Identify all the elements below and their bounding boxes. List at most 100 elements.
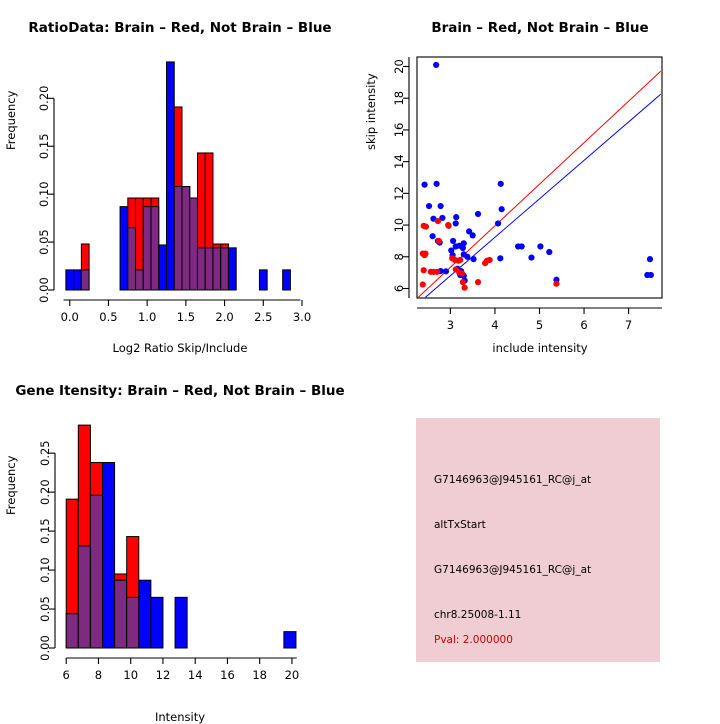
scatter-point xyxy=(448,247,455,254)
histogram-bar xyxy=(283,631,297,649)
ratio-histogram-x-tick-label: 1.5 xyxy=(177,310,195,324)
scatter-point xyxy=(482,260,489,267)
ratio-histogram-bars xyxy=(65,61,291,291)
not-brain-fit-line xyxy=(425,93,661,298)
ratio-histogram-axes: 0.0 0.5 1.0 1.5 2.0 2.5 3.0 0.00 0.05 0.10 0.15 0.2… xyxy=(37,86,311,324)
histogram-bar-overlap xyxy=(196,247,206,291)
gene-histogram-title: Gene Itensity: Brain – Red, Not Brain – … xyxy=(15,383,345,399)
histogram-bar-overlap xyxy=(150,206,160,291)
gene-histogram-y-tick-label: 0.25 xyxy=(38,440,52,466)
gene-histogram-axes: 6 8 10 12 14 16 18 20 0.00 0.05 0.10 0.15 0.20 0.25 xyxy=(38,440,299,682)
scatter-point xyxy=(429,233,436,240)
scatter-y-tick-label: 18 xyxy=(392,91,406,106)
histogram-bar-overlap xyxy=(127,227,137,291)
histogram-bar xyxy=(158,244,168,291)
histogram-bar-overlap xyxy=(189,197,198,291)
scatter-y-tick-label: 14 xyxy=(392,154,406,169)
gene-histogram-svg: 6 8 10 12 14 16 18 20 0.00 0.05 0.10 0.15 0.20 0.25 xyxy=(38,424,299,682)
scatter-point xyxy=(498,206,505,213)
scatter-point xyxy=(646,256,654,263)
info-panel-background xyxy=(416,418,660,662)
scatter-point xyxy=(647,271,654,279)
scatter-point xyxy=(457,256,464,264)
panel-gene-histogram: Gene Itensity: Brain – Red, Not Brain – … xyxy=(0,360,360,724)
histogram-bar xyxy=(166,61,175,291)
scatter-point xyxy=(434,218,442,225)
gene-histogram-x-tick-label: 16 xyxy=(220,668,235,682)
gene-histogram-x-tick-label: 8 xyxy=(95,668,102,682)
info-probe-id-primary: G7146963@J945161_RC@j_at xyxy=(434,474,592,486)
scatter-point xyxy=(452,266,459,273)
panel-ratio-histogram: RatioData: Brain – Red, Not Brain – Blue… xyxy=(0,0,360,360)
histogram-bar-overlap xyxy=(89,494,104,649)
histogram-bar xyxy=(174,596,188,649)
scatter-x-tick-label: 6 xyxy=(580,318,587,332)
scatter-plot-box xyxy=(416,56,663,299)
gene-histogram-y-tick-label: 0.00 xyxy=(38,635,52,661)
ratio-histogram-x-tick-label: 2.5 xyxy=(254,310,272,324)
scatter-regression-lines xyxy=(417,70,662,298)
histogram-bar-overlap xyxy=(204,247,214,291)
scatter-y-tick-label: 20 xyxy=(392,59,406,74)
scatter-point xyxy=(546,248,553,256)
scatter-point xyxy=(435,237,442,245)
gene-histogram-x-tick-label: 12 xyxy=(156,668,171,682)
scatter-point xyxy=(458,270,466,277)
scatter-point xyxy=(461,284,468,291)
histogram-bar-overlap xyxy=(77,545,91,649)
histogram-bar-overlap xyxy=(114,579,128,649)
histogram-bar xyxy=(258,269,268,291)
scatter-point xyxy=(452,220,459,227)
scatter-point xyxy=(474,210,482,218)
ratio-histogram-x-tick-label: 2.0 xyxy=(215,310,233,324)
histogram-bar xyxy=(73,269,82,291)
scatter-point xyxy=(419,281,426,288)
ratio-histogram-title: RatioData: Brain – Red, Not Brain – Blue xyxy=(28,20,332,36)
histogram-bar-overlap xyxy=(80,269,90,291)
scatter-point xyxy=(497,255,504,262)
scatter-point xyxy=(459,244,466,252)
histogram-bar xyxy=(65,269,75,291)
scatter-title: Brain – Red, Not Brain – Blue xyxy=(431,20,649,36)
scatter-point xyxy=(445,222,452,229)
scatter-point xyxy=(553,280,560,287)
gene-histogram-y-tick-label: 0.05 xyxy=(38,596,52,622)
scatter-point xyxy=(497,180,504,187)
scatter-point xyxy=(425,202,433,210)
scatter-point xyxy=(486,256,493,264)
scatter-y-tick-label: 10 xyxy=(392,218,406,233)
panel-scatter: Brain – Red, Not Brain – Blue 3 4 5 6 7 6 8 10 1… xyxy=(360,0,720,360)
scatter-x-tick-label: 7 xyxy=(625,318,632,332)
ratio-histogram-svg: 0.0 0.5 1.0 1.5 2.0 2.5 3.0 0.00 0.05 0.10 0.15 0.2… xyxy=(37,61,311,324)
scatter-ylabel: skip intensity xyxy=(364,73,378,150)
gene-histogram-x-tick-label: 20 xyxy=(285,668,300,682)
scatter-x-tick-label: 3 xyxy=(447,318,454,332)
scatter-point xyxy=(474,279,482,286)
gene-histogram-x-tick-label: 14 xyxy=(188,668,203,682)
scatter-x-tick-label: 4 xyxy=(491,318,498,332)
ratio-histogram-y-tick-label: 0.15 xyxy=(37,133,51,159)
scatter-point xyxy=(442,268,450,275)
gene-histogram-bars xyxy=(65,424,297,649)
gene-histogram-xlabel: Intensity xyxy=(154,710,206,724)
ratio-histogram-y-tick-label: 0.20 xyxy=(37,86,51,112)
scatter-point xyxy=(537,243,544,250)
scatter-point xyxy=(469,232,476,239)
scatter-point xyxy=(453,214,460,221)
info-locus: chr8.25008-1.11 xyxy=(434,609,522,621)
ratio-histogram-y-tick-label: 0.05 xyxy=(37,229,51,255)
histogram-bar-overlap xyxy=(220,247,229,291)
scatter-point xyxy=(433,61,440,69)
ratio-histogram-x-tick-label: 0.0 xyxy=(61,310,79,324)
scatter-point xyxy=(466,228,473,235)
scatter-point xyxy=(439,214,446,222)
histogram-bar-overlap xyxy=(126,596,140,649)
histogram-bar xyxy=(150,596,164,649)
histogram-bar xyxy=(138,579,152,649)
ratio-histogram-y-tick-label: 0.00 xyxy=(37,277,51,303)
scatter-point xyxy=(494,220,502,227)
scatter-point xyxy=(464,253,471,260)
scatter-point xyxy=(437,202,444,210)
scatter-svg: 3 4 5 6 7 6 8 10 12 14 16 18 20 xyxy=(392,56,663,332)
